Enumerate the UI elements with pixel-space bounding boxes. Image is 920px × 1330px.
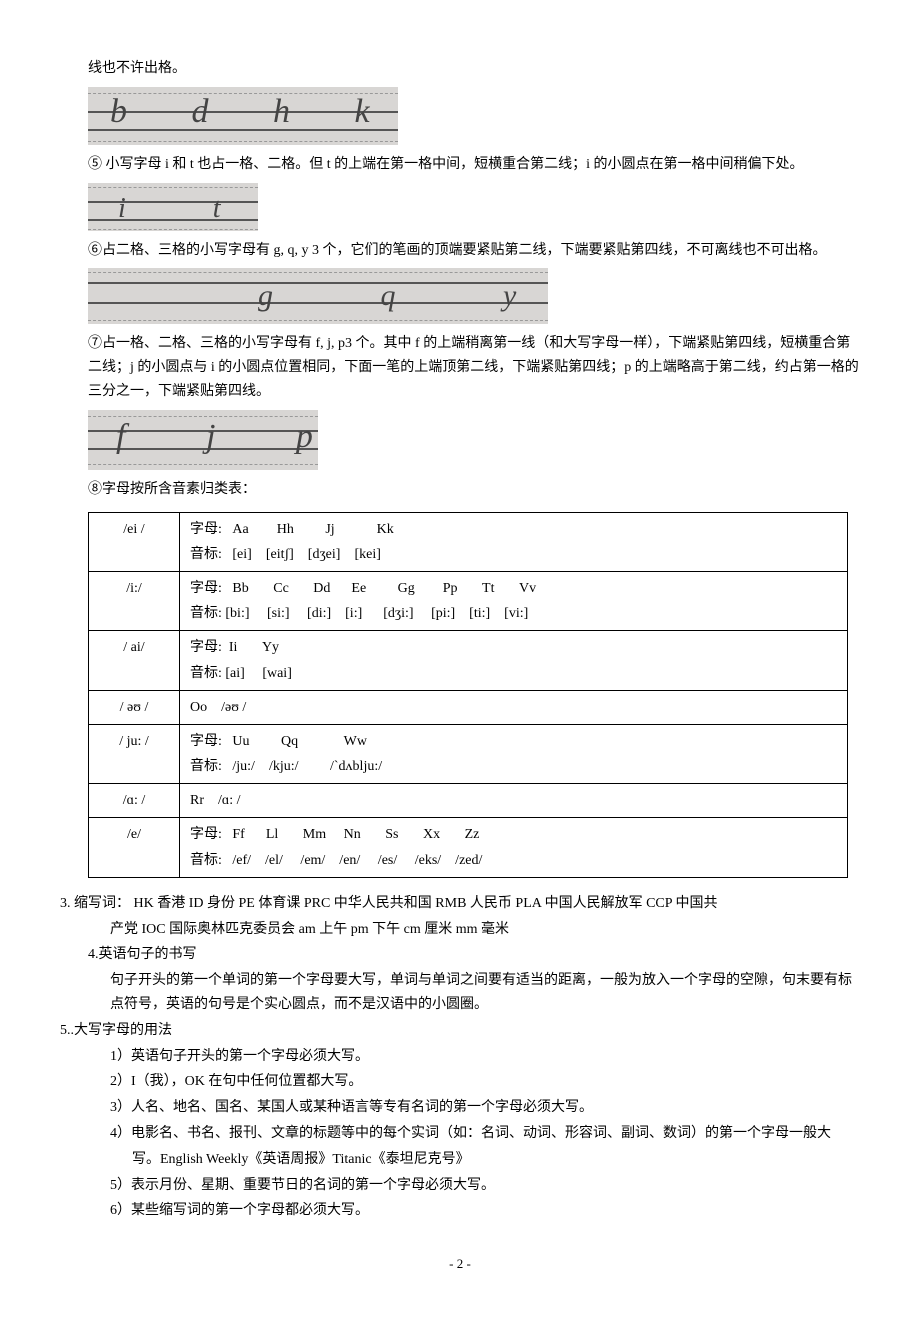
phoneme-table: /ei /字母: Aa Hh Jj Kk音标: [ei] [eitʃ] [dʒe…: [88, 512, 848, 878]
table-row: /ei /字母: Aa Hh Jj Kk音标: [ei] [eitʃ] [dʒe…: [89, 512, 848, 571]
letters-cell: 字母: Ii Yy音标: [ai] [wai]: [180, 631, 848, 690]
marker-8: ⑧: [88, 482, 102, 497]
handwriting-gqy: g q y: [88, 268, 548, 324]
letters-cell: Rr /ɑ: /: [180, 784, 848, 818]
letters-cell: 字母: Ff Ll Mm Nn Ss Xx Zz音标: /ef/ /el/ /e…: [180, 818, 848, 877]
table-row: / ju: /字母: Uu Qq Ww音标: /ju:/ /kju:/ /`dʌ…: [89, 724, 848, 783]
table-row: / əʊ /Oo /əʊ /: [89, 690, 848, 724]
section-3-line2: 产党 IOC 国际奥林匹克委员会 am 上午 pm 下午 cm 厘米 mm 毫米: [60, 918, 860, 942]
marker-6: ⑥: [88, 243, 102, 258]
section-3-line1: 3. 缩写词： HK 香港 ID 身份 PE 体育课 PRC 中华人民共和国 R…: [60, 892, 860, 916]
rule-3: 3）人名、地名、国名、某国人或某种语言等专有名词的第一个字母必须大写。: [60, 1096, 860, 1120]
handwriting-fjp: f j p: [88, 410, 318, 470]
letters-cell: 字母: Uu Qq Ww音标: /ju:/ /kju:/ /`dʌblju:/: [180, 724, 848, 783]
section-5-head: 5..大写字母的用法: [60, 1019, 860, 1043]
phoneme-cell: /e/: [89, 818, 180, 877]
table-row: / ai/字母: Ii Yy音标: [ai] [wai]: [89, 631, 848, 690]
letters-cell: 字母: Bb Cc Dd Ee Gg Pp Tt Vv音标: [bi:] [si…: [180, 571, 848, 630]
page-number: - 2 -: [60, 1253, 860, 1275]
para-6: ⑥占二格、三格的小写字母有 g, q, y 3 个，它们的笔画的顶端要紧贴第二线…: [60, 239, 860, 263]
para-5: ⑤ 小写字母 i 和 t 也占一格、二格。但 t 的上端在第一格中间，短横重合第…: [60, 153, 860, 177]
letters-cell: 字母: Aa Hh Jj Kk音标: [ei] [eitʃ] [dʒei] [k…: [180, 512, 848, 571]
rule-4a: 4）电影名、书名、报刊、文章的标题等中的每个实词（如：名词、动词、形容词、副词、…: [60, 1122, 860, 1146]
phoneme-cell: / ai/: [89, 631, 180, 690]
marker-7: ⑦: [88, 336, 102, 351]
rule-4b: 写。English Weekly《英语周报》Titanic《泰坦尼克号》: [60, 1148, 860, 1172]
marker-5: ⑤: [88, 157, 102, 172]
phoneme-cell: /ɑ: /: [89, 784, 180, 818]
phoneme-cell: /i:/: [89, 571, 180, 630]
rule-6: 6）某些缩写词的第一个字母都必须大写。: [60, 1199, 860, 1223]
phoneme-cell: / ju: /: [89, 724, 180, 783]
letters-cell: Oo /əʊ /: [180, 690, 848, 724]
rule-2: 2）I（我），OK 在句中任何位置都大写。: [60, 1070, 860, 1094]
para-7: ⑦占一格、二格、三格的小写字母有 f, j, p3 个。其中 f 的上端稍离第一…: [60, 332, 860, 403]
section-4-head: 4.英语句子的书写: [60, 943, 860, 967]
handwriting-it: i t: [88, 183, 258, 231]
table-row: /e/字母: Ff Ll Mm Nn Ss Xx Zz音标: /ef/ /el/…: [89, 818, 848, 877]
rule-1: 1）英语句子开头的第一个字母必须大写。: [60, 1045, 860, 1069]
para-intro-cont: 线也不许出格。: [60, 57, 860, 81]
table-row: /ɑ: /Rr /ɑ: /: [89, 784, 848, 818]
section-4-body: 句子开头的第一个单词的第一个字母要大写，单词与单词之间要有适当的距离，一般为放入…: [60, 969, 860, 1017]
rule-5: 5）表示月份、星期、重要节日的名词的第一个字母必须大写。: [60, 1174, 860, 1198]
phoneme-cell: / əʊ /: [89, 690, 180, 724]
para-8: ⑧字母按所含音素归类表：: [60, 478, 860, 502]
handwriting-bdhkl: b d h k l: [88, 87, 398, 145]
phoneme-cell: /ei /: [89, 512, 180, 571]
table-row: /i:/字母: Bb Cc Dd Ee Gg Pp Tt Vv音标: [bi:]…: [89, 571, 848, 630]
